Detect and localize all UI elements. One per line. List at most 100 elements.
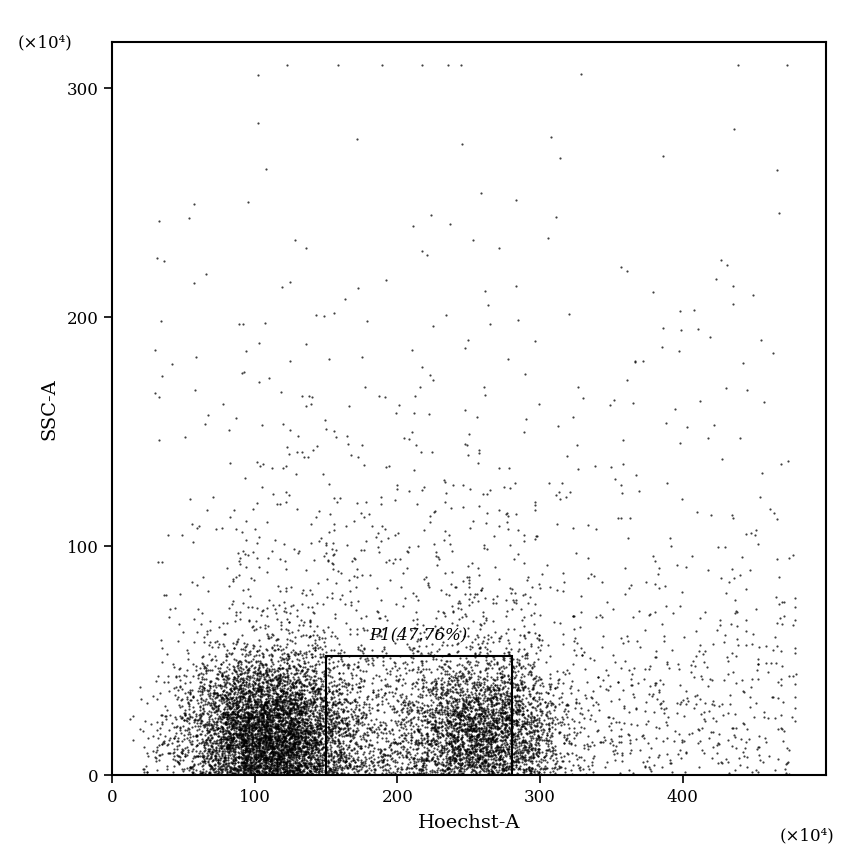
Point [327,707,341,721]
Point [544,740,558,754]
Point [315,748,329,762]
Point [242,706,255,720]
Point [388,657,402,671]
Point [490,656,504,670]
Point [220,697,234,711]
Point [512,761,525,775]
Point [266,748,280,762]
Point [313,716,327,730]
Point [215,709,229,723]
Point [211,756,224,770]
Point [560,732,574,746]
Point [776,617,789,631]
Point [438,667,452,681]
Point [468,744,482,758]
Point [292,742,306,756]
Point [453,744,467,758]
Point [191,738,205,752]
Point [286,753,299,767]
Point [268,768,282,782]
Point [441,709,455,722]
Point [218,748,232,762]
Point [535,728,549,741]
Point [439,738,453,752]
Point [483,734,497,748]
Point [270,753,284,766]
Point [615,748,629,762]
Point [279,699,292,713]
Point [354,741,368,755]
Point [458,722,472,735]
Point [274,714,288,728]
Point [240,715,254,728]
Point [298,701,311,715]
Point [452,740,465,754]
Point [488,748,502,762]
Point [439,767,453,781]
Point [556,710,569,724]
Point [519,715,532,729]
Point [341,688,354,702]
Point [327,749,341,763]
Point [466,751,480,765]
Point [488,727,501,740]
Point [242,732,255,746]
Point [297,753,310,767]
Point [406,662,420,676]
Point [206,686,219,700]
Point [446,664,460,678]
Point [456,693,470,707]
Point [616,746,630,759]
Point [240,729,254,743]
Point [292,732,305,746]
Point [204,728,218,742]
Point [212,722,225,735]
Point [178,703,192,717]
Point [224,722,238,736]
Point [280,766,293,780]
Point [261,708,274,722]
Point [244,719,258,733]
Point [235,728,249,742]
Point [484,748,498,762]
Point [248,716,261,730]
Point [532,691,546,704]
Point [277,759,291,772]
Point [254,679,267,693]
Point [552,726,566,740]
Point [569,648,583,662]
Point [286,635,299,648]
Point [276,642,290,656]
Point [492,740,506,754]
Point [251,683,265,697]
Point [424,734,438,747]
Point [246,689,260,703]
Point [472,641,486,655]
Point [783,767,796,781]
Point [517,738,531,752]
Point [463,740,476,753]
Point [298,760,312,774]
Point [471,594,485,608]
Point [517,745,531,759]
Point [292,676,305,690]
Point [313,710,327,724]
Point [296,740,310,754]
Point [455,737,469,751]
Point [539,734,553,747]
Point [343,760,357,774]
Point [203,635,217,649]
Point [783,670,796,684]
Point [221,715,235,728]
Point [448,735,462,749]
Point [281,682,295,696]
Point [269,670,283,684]
Point [558,702,572,715]
Point [274,731,288,745]
Point [380,753,394,767]
Point [249,744,263,758]
Point [395,678,408,691]
Point [398,698,412,712]
Point [235,684,249,698]
Point [415,656,429,670]
